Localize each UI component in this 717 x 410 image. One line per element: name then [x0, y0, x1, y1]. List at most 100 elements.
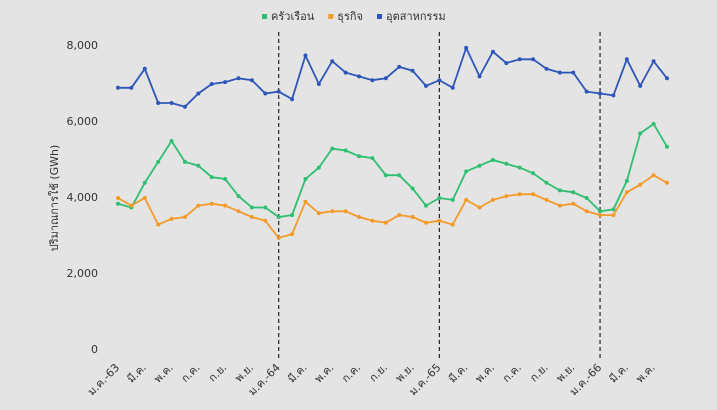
y-tick-label: 0 [91, 343, 98, 356]
point [303, 200, 307, 204]
point [464, 169, 468, 173]
point [411, 69, 415, 73]
point [464, 198, 468, 202]
point [504, 61, 508, 65]
point [170, 101, 174, 105]
x-tick-label: พ.ค. [633, 361, 657, 385]
x-tick-label: ก.ค. [179, 361, 203, 385]
line-series [118, 48, 667, 107]
point [665, 76, 669, 80]
point [531, 171, 535, 175]
point [210, 175, 214, 179]
point [585, 209, 589, 213]
point [357, 215, 361, 219]
point [598, 209, 602, 213]
point [625, 179, 629, 183]
point [170, 139, 174, 143]
x-tick-label: ก.ค. [339, 361, 363, 385]
point [263, 92, 267, 96]
point [558, 204, 562, 208]
point [330, 147, 334, 151]
point [611, 213, 615, 217]
point [129, 86, 133, 90]
point [397, 65, 401, 69]
x-tick-label: มี.ค. [125, 361, 149, 385]
point [638, 183, 642, 187]
point [437, 219, 441, 223]
line-series [118, 124, 667, 217]
point [183, 160, 187, 164]
point [370, 219, 374, 223]
point [196, 204, 200, 208]
point [437, 78, 441, 82]
point [156, 160, 160, 164]
x-tick-label: พ.ค. [312, 361, 336, 385]
point [196, 92, 200, 96]
point [116, 202, 120, 206]
point [558, 71, 562, 75]
point [210, 82, 214, 86]
point [451, 198, 455, 202]
point [491, 50, 495, 54]
point [384, 173, 388, 177]
point [237, 209, 241, 213]
point [263, 206, 267, 210]
point [625, 57, 629, 61]
point [478, 206, 482, 210]
point [437, 196, 441, 200]
point [357, 154, 361, 158]
x-tick-label: ก.ย. [206, 361, 229, 384]
point [330, 59, 334, 63]
legend-marker [262, 14, 267, 19]
point [571, 190, 575, 194]
point [411, 187, 415, 191]
point [424, 84, 428, 88]
point [237, 76, 241, 80]
chart: ปริมาณการใช้ (GWh) 02,0004,0006,0008,000… [0, 0, 717, 410]
point [504, 162, 508, 166]
point [210, 202, 214, 206]
point [478, 74, 482, 78]
point [518, 166, 522, 170]
point [344, 149, 348, 153]
point [518, 192, 522, 196]
x-tick-label: ก.ค. [500, 361, 524, 385]
x-tick-label: พ.ค. [151, 361, 175, 385]
point [384, 221, 388, 225]
point [317, 166, 321, 170]
x-tick-label: มี.ค. [607, 361, 631, 385]
point [277, 215, 281, 219]
x-tick-label: มี.ค. [446, 361, 470, 385]
point [344, 209, 348, 213]
point [170, 217, 174, 221]
point [303, 54, 307, 58]
point [424, 204, 428, 208]
legend-label: อุตสาหกรรม [386, 10, 446, 23]
x-tick-label: ก.ย. [527, 361, 550, 384]
point [411, 215, 415, 219]
point [223, 177, 227, 181]
x-tick-label: ม.ค.-63 [85, 361, 122, 398]
point [129, 204, 133, 208]
point [303, 177, 307, 181]
point [250, 215, 254, 219]
point [156, 223, 160, 227]
point [277, 90, 281, 94]
point [397, 213, 401, 217]
point [196, 164, 200, 168]
point [652, 173, 656, 177]
point [652, 59, 656, 63]
point [116, 196, 120, 200]
legend-marker [377, 14, 382, 19]
x-tick-label: มี.ค. [285, 361, 309, 385]
point [290, 97, 294, 101]
point [571, 202, 575, 206]
point [397, 173, 401, 177]
point [223, 80, 227, 84]
point [370, 156, 374, 160]
x-tick-label: ก.ย. [367, 361, 390, 384]
point [290, 232, 294, 236]
legend-label: ธุรกิจ [337, 10, 363, 23]
point [143, 196, 147, 200]
x-tick-label: พ.ค. [473, 361, 497, 385]
